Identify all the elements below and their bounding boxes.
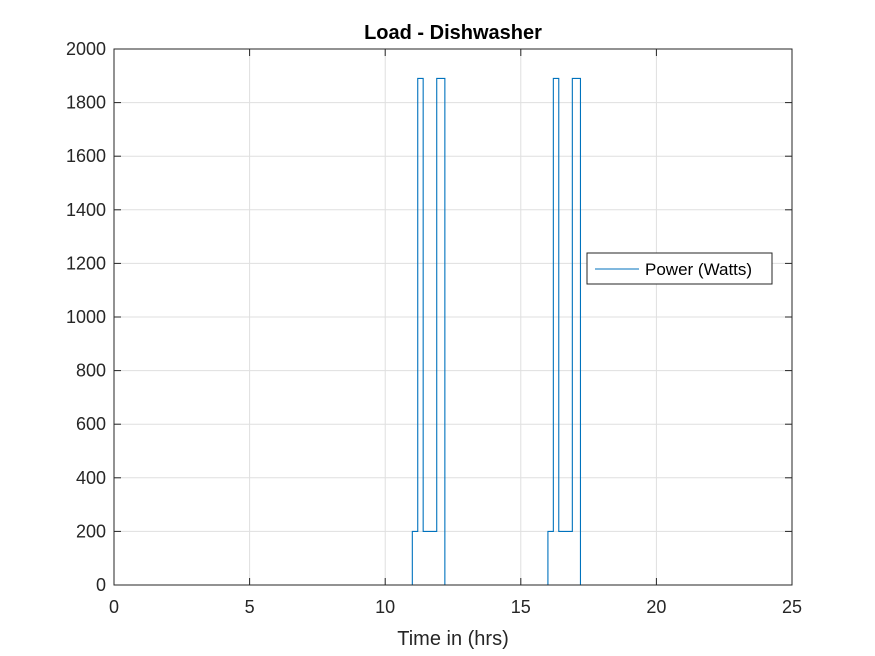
y-tick-label: 200 — [76, 521, 106, 541]
x-axis-label: Time in (hrs) — [397, 628, 508, 650]
y-tick-label: 800 — [76, 361, 106, 381]
chart-title: Load - Dishwasher — [364, 22, 542, 44]
y-tick-label: 1800 — [66, 93, 106, 113]
x-tick-label: 10 — [375, 597, 395, 617]
y-tick-label: 1000 — [66, 307, 106, 327]
y-tick-label: 1400 — [66, 200, 106, 220]
x-tick-label: 0 — [109, 597, 119, 617]
y-tick-label: 400 — [76, 468, 106, 488]
y-tick-label: 2000 — [66, 39, 106, 59]
legend: Power (Watts) — [586, 252, 773, 285]
y-tick-label: 1200 — [66, 253, 106, 273]
grid — [113, 48, 793, 586]
x-tick-label: 20 — [646, 597, 666, 617]
x-tick-label: 5 — [245, 597, 255, 617]
y-tick-label: 0 — [96, 575, 106, 595]
x-tick-label: 15 — [511, 597, 531, 617]
legend-label: Power (Watts) — [645, 260, 752, 279]
ticks: 0 5 10 15 20 25 0 200 400 600 800 1000 1200 1400 1600 1… — [66, 39, 802, 617]
y-tick-label: 1600 — [66, 146, 106, 166]
x-tick-label: 25 — [782, 597, 802, 617]
y-tick-label: 600 — [76, 414, 106, 434]
